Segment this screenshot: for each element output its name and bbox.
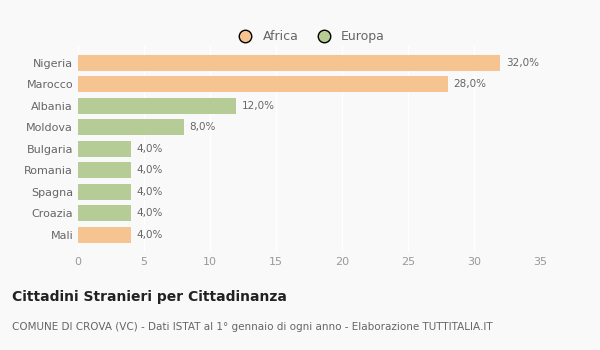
Bar [78,162,131,178]
Bar [78,76,448,92]
Bar [78,119,184,135]
Legend: Africa, Europa: Africa, Europa [228,25,390,48]
Text: 4,0%: 4,0% [136,144,163,154]
Text: 4,0%: 4,0% [136,165,163,175]
Text: 4,0%: 4,0% [136,208,163,218]
Text: 12,0%: 12,0% [242,101,275,111]
Text: COMUNE DI CROVA (VC) - Dati ISTAT al 1° gennaio di ogni anno - Elaborazione TUTT: COMUNE DI CROVA (VC) - Dati ISTAT al 1° … [12,322,493,332]
Bar [78,55,500,71]
Text: 4,0%: 4,0% [136,230,163,239]
Text: 32,0%: 32,0% [506,58,539,68]
Bar [78,184,131,200]
Text: 8,0%: 8,0% [189,122,215,132]
Text: 28,0%: 28,0% [453,79,486,89]
Bar [78,141,131,157]
Text: Cittadini Stranieri per Cittadinanza: Cittadini Stranieri per Cittadinanza [12,290,287,304]
Bar [78,98,236,114]
Bar [78,205,131,221]
Text: 4,0%: 4,0% [136,187,163,197]
Bar [78,226,131,243]
